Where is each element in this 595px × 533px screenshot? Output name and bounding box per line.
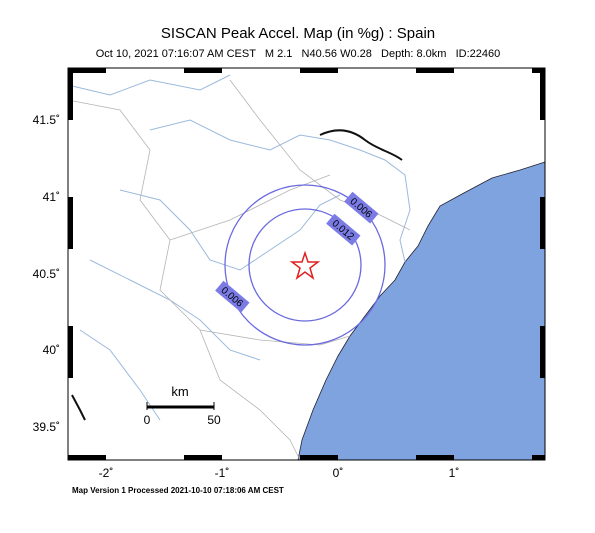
contour-012 — [248, 208, 362, 322]
scale-unit: km — [171, 384, 188, 399]
lon-label: 1˚ — [449, 466, 460, 480]
lon-label: -1˚ — [215, 466, 230, 480]
lat-label: 41˚ — [43, 190, 60, 204]
map-area: 0.006 0.012 0.006 km 0 50 — [67, 67, 546, 461]
lon-label: -2˚ — [99, 466, 114, 480]
river — [79, 189, 341, 421]
lon-label: 0˚ — [333, 466, 344, 480]
reservoir — [71, 394, 86, 421]
lat-label: 39.5˚ — [33, 420, 60, 434]
contour-006 — [224, 184, 386, 346]
sea — [297, 161, 546, 461]
region-border — [67, 79, 411, 461]
lat-label: 40.5˚ — [33, 267, 60, 281]
label-box — [344, 191, 379, 224]
label-box — [326, 213, 361, 246]
footer: Map Version 1 Processed 2021-10-10 07:18… — [72, 486, 284, 495]
scale-bar: km 0 50 — [144, 384, 221, 427]
reservoir — [319, 129, 403, 161]
epicenter — [289, 250, 321, 280]
label-box — [215, 280, 250, 313]
lat-label: 41.5˚ — [33, 113, 60, 127]
map-subtitle: Oct 10, 2021 07:16:07 AM CEST M 2.1 N40.… — [96, 48, 501, 60]
scale-end: 50 — [207, 413, 221, 427]
map-title: SISCAN Peak Accel. Map (in %g) : Spain — [161, 25, 435, 42]
scale-start: 0 — [144, 413, 151, 427]
river — [67, 74, 411, 263]
lat-label: 40˚ — [43, 343, 60, 357]
